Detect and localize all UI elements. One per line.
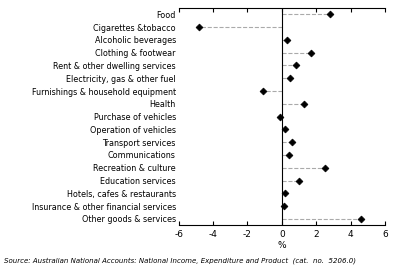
Text: Source: Australian National Accounts: National Income, Expenditure and Product  : Source: Australian National Accounts: Na… [4,257,356,264]
X-axis label: %: % [278,241,286,250]
